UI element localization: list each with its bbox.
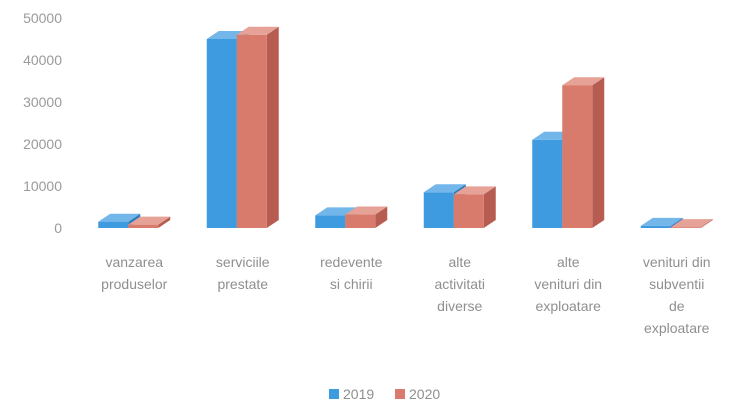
category-label-line: diverse xyxy=(437,298,482,314)
category-label: venituri din subventii de exploatare xyxy=(643,254,711,336)
legend-label: 2020 xyxy=(409,386,440,402)
bar-side-face xyxy=(158,216,171,228)
category-label: vanzarea produselor xyxy=(101,254,167,292)
category-label: serviciile prestate xyxy=(216,254,270,292)
category-label-line: vanzarea xyxy=(105,254,163,270)
bar-front-face xyxy=(206,39,237,228)
bar-front-face xyxy=(640,225,671,228)
bar-front-face xyxy=(236,34,267,228)
y-tick-label: 40000 xyxy=(23,52,62,68)
category-label-line: redevente xyxy=(320,254,382,270)
y-tick-label: 10000 xyxy=(23,178,62,194)
bar-top-face xyxy=(562,77,605,86)
category-label: alte venituri din exploatare xyxy=(534,254,602,314)
bars xyxy=(98,26,713,228)
bar-2020 xyxy=(562,77,605,228)
category-label-line: alte xyxy=(448,254,471,270)
category-label-line: subventii xyxy=(649,276,704,292)
bar-side-face xyxy=(266,26,279,228)
category-label-line: prestate xyxy=(217,276,268,292)
y-tick-label: 20000 xyxy=(23,136,62,152)
bar-front-face xyxy=(532,139,563,228)
y-tick-label: 30000 xyxy=(23,94,62,110)
x-axis: vanzarea produselor serviciile prestate rede… xyxy=(101,254,710,336)
y-tick-label: 50000 xyxy=(23,10,62,26)
bar-front-face xyxy=(345,214,376,228)
bar-front-face xyxy=(315,215,346,228)
bar-front-face xyxy=(562,85,593,228)
bar-side-face xyxy=(592,77,605,228)
bar-top-face xyxy=(315,207,358,216)
legend-label: 2019 xyxy=(343,386,374,402)
category-label-line: exploatare xyxy=(536,298,602,314)
bar-top-face xyxy=(670,219,713,228)
bar-2020 xyxy=(128,216,171,228)
category-label-line: venituri din xyxy=(643,254,711,270)
bar-front-face xyxy=(453,194,484,228)
bar-top-face xyxy=(345,206,388,215)
bar-front-face xyxy=(98,221,129,228)
bar-2020 xyxy=(236,26,279,228)
category-label: redevente si chirii xyxy=(320,254,382,292)
bar-top-face xyxy=(453,186,496,195)
bar-2020 xyxy=(670,219,713,228)
bar-front-face xyxy=(128,224,159,228)
category-label: alte activitati diverse xyxy=(434,254,485,314)
bar-top-face xyxy=(640,217,683,226)
category-label-line: si chirii xyxy=(330,276,373,292)
bar-front-face xyxy=(423,192,454,228)
legend-swatch xyxy=(395,389,405,399)
bar-top-face xyxy=(128,216,171,225)
category-label-line: venituri din xyxy=(534,276,602,292)
bar-front-face xyxy=(670,227,701,228)
category-label-line: de xyxy=(669,298,685,314)
category-label-line: exploatare xyxy=(644,320,710,336)
category-label-line: produselor xyxy=(101,276,167,292)
bar-top-face xyxy=(236,26,279,35)
category-label-line: activitati xyxy=(434,276,485,292)
bar-top-face xyxy=(423,184,466,193)
bar-2020 xyxy=(345,206,388,228)
y-axis: 0 10000 20000 30000 40000 50000 xyxy=(23,10,62,236)
bar-2020 xyxy=(453,186,496,228)
category-label-line: alte xyxy=(557,254,580,270)
category-label-line: serviciile xyxy=(216,254,270,270)
y-tick-label: 0 xyxy=(54,220,62,236)
legend: 2019 2020 xyxy=(329,386,440,402)
bar-top-face xyxy=(98,213,141,222)
legend-swatch xyxy=(329,389,339,399)
bar-side-face xyxy=(700,219,713,228)
bar-side-face xyxy=(483,186,496,228)
bar-side-face xyxy=(375,206,388,228)
